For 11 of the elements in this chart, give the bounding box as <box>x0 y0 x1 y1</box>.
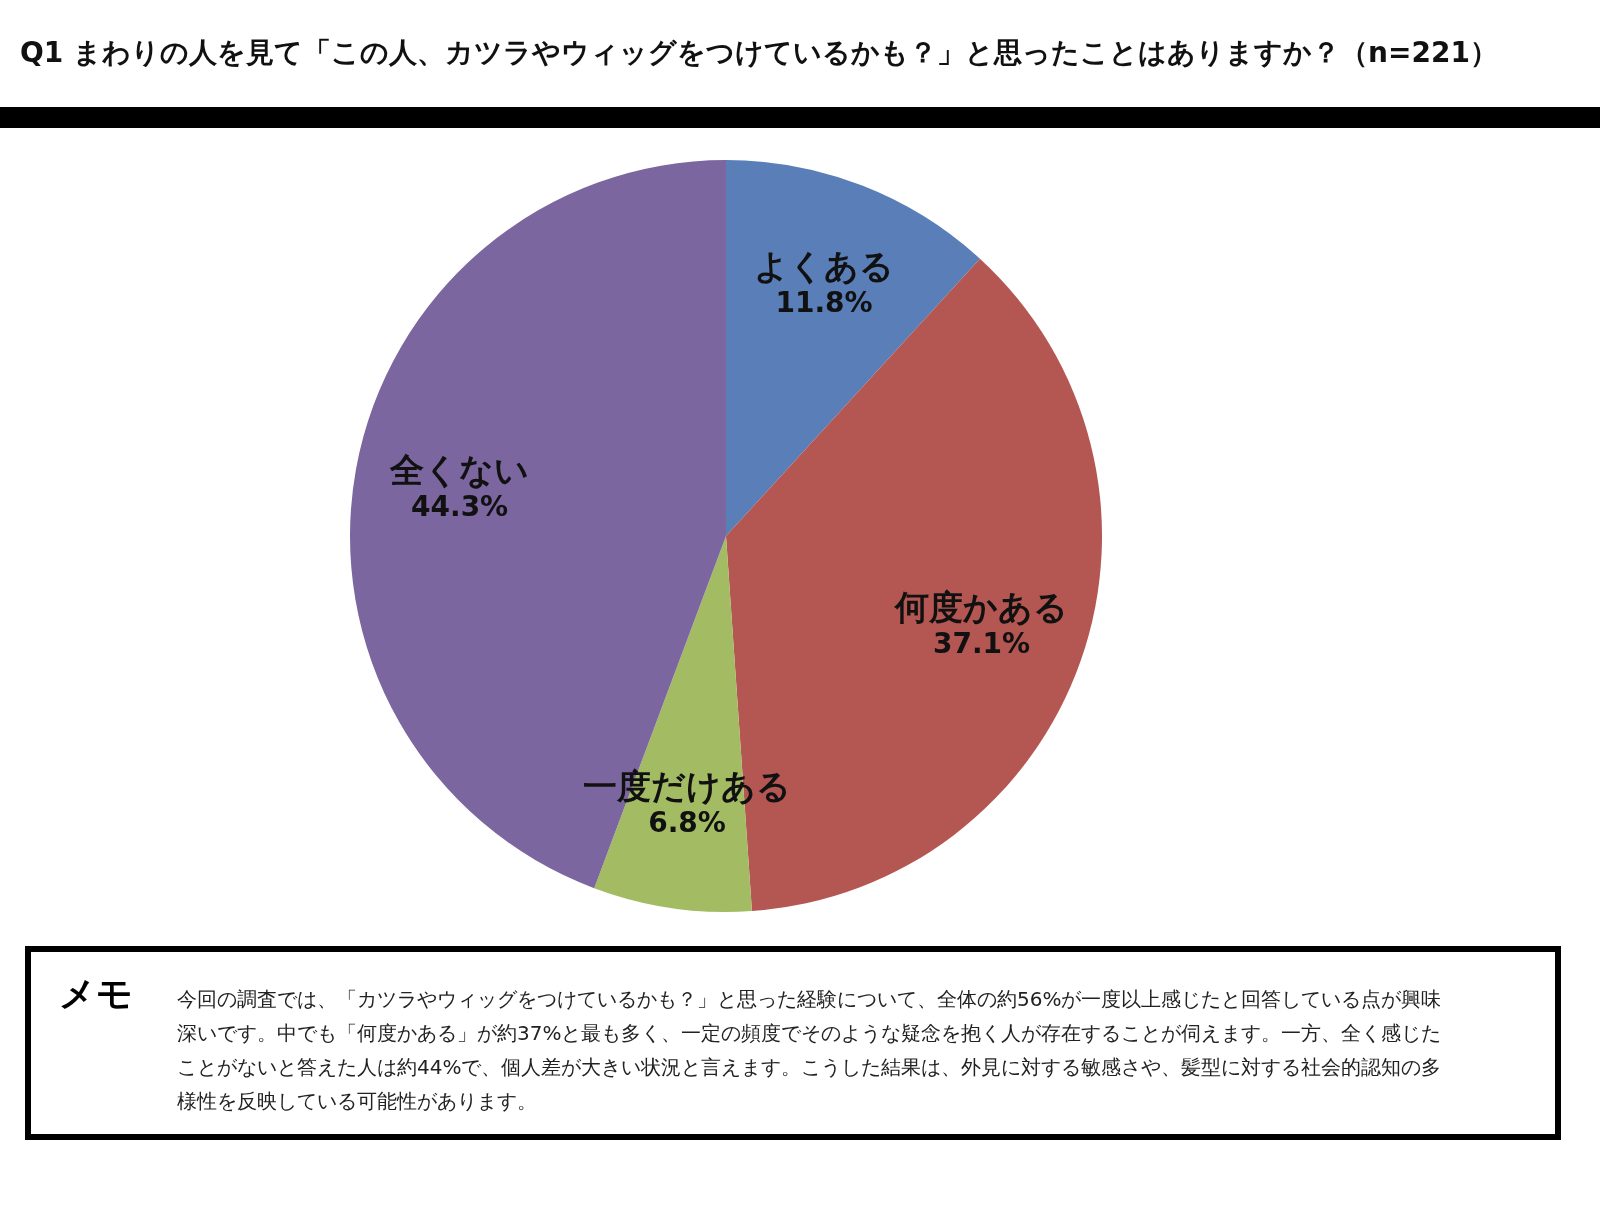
text: メモ <box>59 972 133 1016</box>
slice-label: 全くない <box>389 449 530 490</box>
pie-slice <box>726 160 980 536</box>
data-label: 37.1% <box>933 627 1031 661</box>
text: 今回の調査では、「カツラやウィッグをつけているかも？」と思った経験について、全体の約56%が一度以上感じたと回答している点が興味深いです。中でも「何度かある」が約37%と最も多く、一定の頻度でそのような疑念を抱く人が存在することが伺えます。一方、全く感じたことがないと答えた人は約44%で、個人差が大きい状況と言えます。こうした結果は、外見に対する敏感さや、髪型に対する社会的認知の多様性を反映している可能性があります。 <box>177 986 1443 1115</box>
data-label: 11.8% <box>775 285 873 319</box>
slice-label: 何度かある <box>893 587 1069 628</box>
data-label: 44.3% <box>411 489 509 523</box>
chart-title: Q1 まわりの人を見て「この人、カツラやウィッグをつけているかも？」と思ったことはありますか？（n=221） <box>20 36 1498 69</box>
data-label: 6.8% <box>648 805 726 839</box>
slice-label: よくある <box>754 245 895 286</box>
